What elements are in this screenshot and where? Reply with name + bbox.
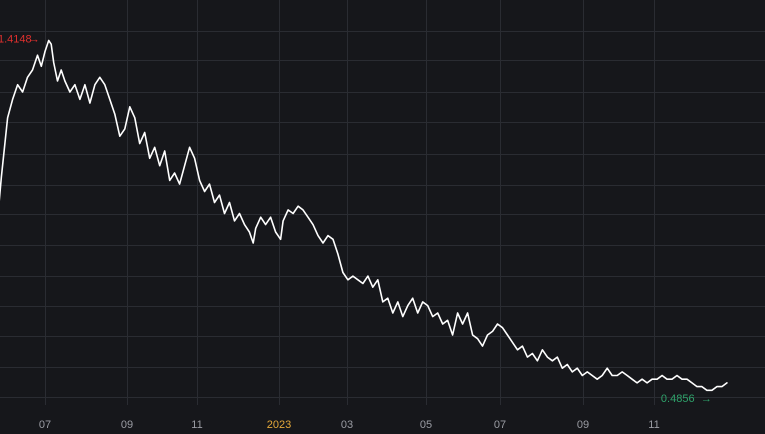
max-arrow-icon: → <box>29 34 40 46</box>
chart-annotations: 1.4148 → 0.4856 → <box>0 34 712 405</box>
max-value-label: 1.4148 <box>0 34 32 46</box>
x-tick-label: 05 <box>420 419 432 431</box>
x-tick-label: 09 <box>577 419 589 431</box>
chart-grid <box>0 0 765 405</box>
x-axis-ticks: 07 09 11 2023 03 05 07 09 11 <box>39 419 660 431</box>
min-value-label: 0.4856 <box>661 393 695 405</box>
x-tick-label: 07 <box>494 419 506 431</box>
min-arrow-icon: → <box>701 393 712 405</box>
series-line <box>0 39 728 392</box>
x-tick-label: 03 <box>341 419 353 431</box>
x-tick-label: 07 <box>39 419 51 431</box>
x-tick-label: 11 <box>191 419 202 431</box>
x-tick-label: 2023 <box>267 419 291 431</box>
x-tick-label: 09 <box>121 419 133 431</box>
x-tick-label: 11 <box>648 419 659 431</box>
